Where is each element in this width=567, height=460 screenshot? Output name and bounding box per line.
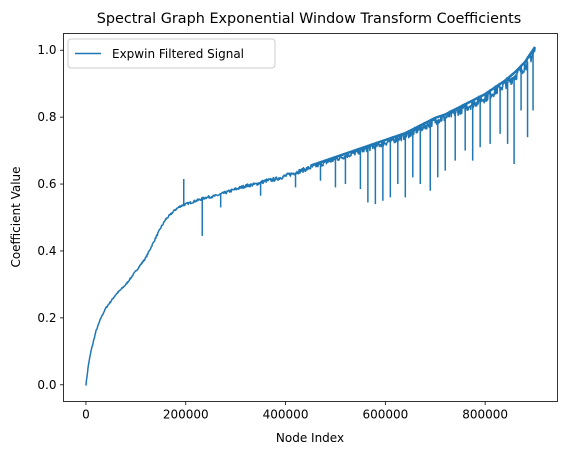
x-tick-label: 200000 (163, 408, 209, 422)
y-tick-label: 0.4 (37, 244, 56, 258)
y-tick-label: 0.0 (37, 378, 56, 392)
x-tick-label: 800000 (462, 408, 508, 422)
y-tick-label: 1.0 (37, 43, 56, 57)
series-band-0 (310, 46, 537, 167)
plot-frame (63, 33, 558, 402)
y-tick-label: 0.2 (37, 311, 56, 325)
y-tick-label: 0.6 (37, 177, 56, 191)
chart-title: Spectral Graph Exponential Window Transf… (97, 11, 522, 27)
series-line-0 (85, 48, 536, 386)
legend: Expwin Filtered Signal (67, 38, 276, 69)
x-tick-label: 0 (82, 408, 90, 422)
axes-layer: 0 200000 400000 600000 800000 0.0 0.2 0.4 0.6 0.8… (37, 43, 508, 421)
legend-label: Expwin Filtered Signal (112, 47, 244, 61)
x-tick-label: 600000 (362, 408, 408, 422)
legend-box (67, 38, 276, 69)
y-axis-title: Coefficient Value (9, 166, 23, 267)
x-axis-title: Node Index (276, 431, 344, 445)
plot-layer (85, 46, 537, 386)
y-tick-label: 0.8 (37, 110, 56, 124)
x-tick-label: 400000 (263, 408, 309, 422)
